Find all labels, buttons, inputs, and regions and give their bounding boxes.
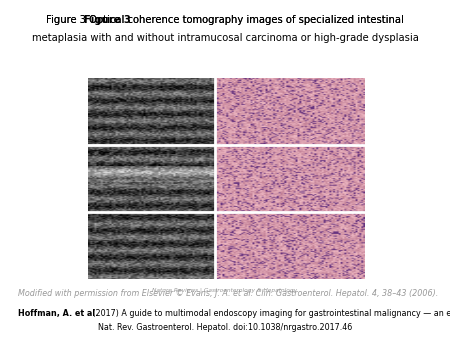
Text: Figure 3 Optical coherence tomography images of specialized intestinal: Figure 3 Optical coherence tomography im… xyxy=(46,15,404,25)
Text: metaplasia with and without intramucosal carcinoma or high-grade dysplasia: metaplasia with and without intramucosal… xyxy=(32,33,419,43)
Text: (2017) A guide to multimodal endoscopy imaging for gastrointestinal malignancy —: (2017) A guide to multimodal endoscopy i… xyxy=(90,309,450,318)
Text: Figure 3 Optical coherence tomography images of specialized intestinal: Figure 3 Optical coherence tomography im… xyxy=(46,15,404,25)
Text: Hoffman, A. et al.: Hoffman, A. et al. xyxy=(18,309,98,318)
Text: Modified with permission from Elsevier © Evans, J. A. et al. Clin. Gastroenterol: Modified with permission from Elsevier ©… xyxy=(18,289,438,298)
Text: Figure 3 Optical coherence tomography images of specialized intestinal: Figure 3 Optical coherence tomography im… xyxy=(46,15,404,25)
Text: Nature Reviews | Gastroenterology & Hepatology: Nature Reviews | Gastroenterology & Hepa… xyxy=(153,287,297,293)
Text: Figure 3: Figure 3 xyxy=(84,15,130,25)
Text: Nat. Rev. Gastroenterol. Hepatol. doi:10.1038/nrgastro.2017.46: Nat. Rev. Gastroenterol. Hepatol. doi:10… xyxy=(98,323,352,332)
